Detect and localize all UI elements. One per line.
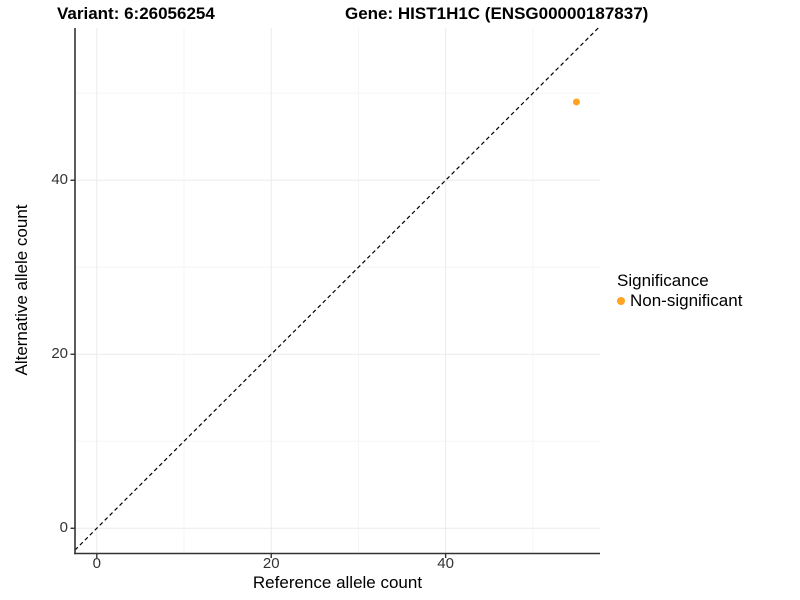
x-axis-title: Reference allele count: [252, 573, 423, 592]
y-tick-label: 0: [59, 519, 68, 537]
y-tick-label: 40: [51, 171, 68, 189]
identity-dashed-line: [74, 27, 599, 551]
legend-title: Significance: [617, 271, 709, 290]
y-axis-title: Alternative allele count: [12, 204, 31, 376]
x-tick-label: 0: [92, 555, 101, 572]
legend-item: Non-significant: [617, 292, 742, 310]
x-tick-label: 20: [262, 555, 280, 572]
gene-title: Gene: HIST1H1C (ENSG00000187837): [345, 4, 649, 23]
legend-item-label: Non-significant: [630, 291, 743, 310]
legend-point-icon: [617, 297, 625, 305]
variant-title: Variant: 6:26056254: [57, 4, 215, 23]
legend: Significance Non-significant: [617, 272, 742, 310]
y-tick-label: 20: [51, 345, 68, 363]
x-tick-label: 40: [437, 555, 454, 572]
data-point: [572, 98, 580, 106]
